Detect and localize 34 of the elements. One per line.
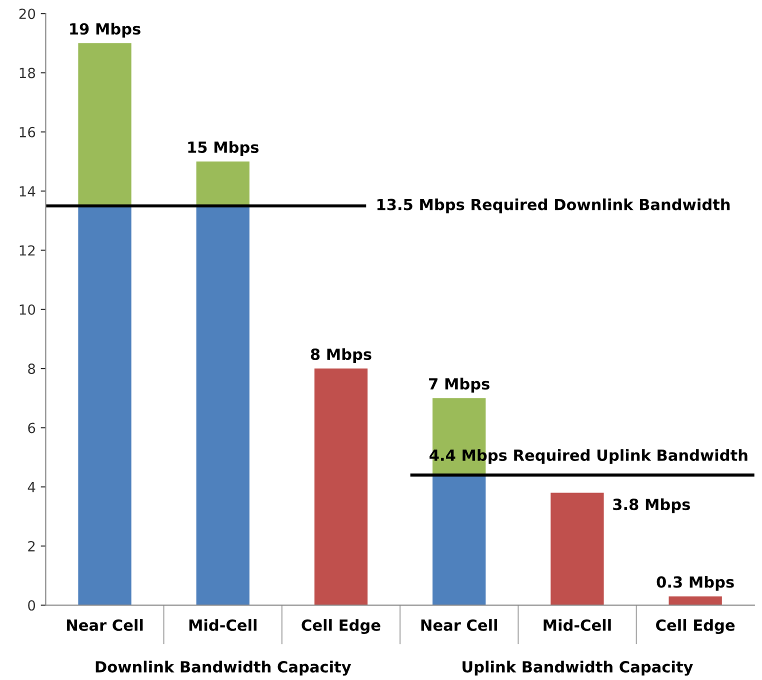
y-tick-label: 10 xyxy=(20,304,36,315)
bar xyxy=(432,475,486,606)
text: Uplink Bandwidth Capacity xyxy=(462,660,693,676)
x-tick-label: Cell Edge xyxy=(656,619,735,634)
total-label: 8 Mbps xyxy=(310,348,372,364)
y-tick-label: 6 xyxy=(28,422,36,434)
x-tick-label: Near Cell xyxy=(67,619,143,631)
bar xyxy=(78,43,132,206)
bar xyxy=(196,162,250,206)
total-label: 0.3 Mbps xyxy=(656,576,734,591)
y-tick-label: 2 xyxy=(28,541,35,552)
bar xyxy=(314,368,368,606)
y-tick-label: 12 xyxy=(20,245,35,256)
x-tick-label: Mid-Cell xyxy=(189,619,256,631)
y-tick-label: 18 xyxy=(20,68,36,78)
y-tick-label: 4 xyxy=(28,482,36,492)
bar xyxy=(550,492,604,606)
text: Downlink Bandwidth Capacity xyxy=(96,660,352,676)
y-tick-label: 0 xyxy=(28,600,36,611)
y-tick-label: 16 xyxy=(20,126,36,138)
total-label: 7 Mbps xyxy=(429,378,490,393)
ref-line-label: 13.5 Mbps Required Downlink Bandwidth xyxy=(377,198,730,214)
total-label: 19 Mbps xyxy=(70,22,140,38)
y-tick-label: 14 xyxy=(20,186,36,196)
x-tick-label: Mid-Cell xyxy=(544,619,611,631)
bar xyxy=(78,206,132,606)
y-tick-label: 20 xyxy=(19,8,36,20)
y-tick-label: 8 xyxy=(28,364,36,374)
total-label: 3.8 Mbps xyxy=(613,498,690,514)
bar xyxy=(196,206,250,606)
x-tick-label: Cell Edge xyxy=(302,619,380,634)
total-label: 15 Mbps xyxy=(188,141,259,156)
bar xyxy=(668,596,722,606)
x-tick-label: Near Cell xyxy=(421,619,497,631)
